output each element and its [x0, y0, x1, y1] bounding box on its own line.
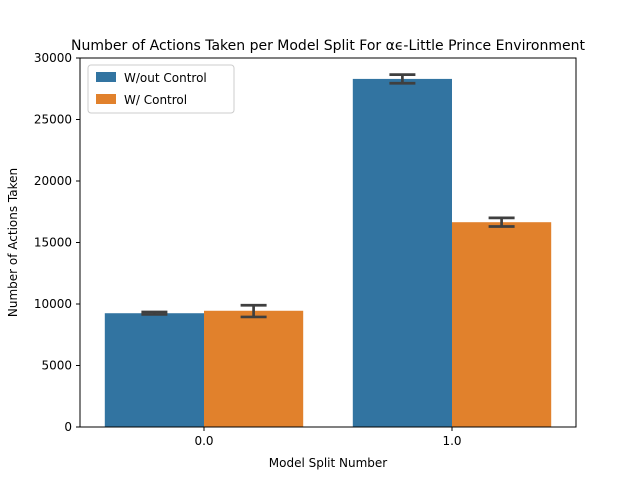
error-bar-0-0 — [141, 310, 168, 316]
x-tick-label: 0.0 — [194, 434, 213, 448]
legend-swatch — [96, 72, 116, 82]
legend-box — [87, 64, 235, 114]
y-tick-label: 25000 — [34, 113, 72, 127]
error-bar-1-0 — [240, 303, 267, 319]
legend-label: W/out Control — [124, 71, 207, 85]
y-tick-label: 20000 — [34, 174, 72, 188]
error-bar-0-1 — [389, 73, 416, 85]
y-tick-label: 30000 — [34, 51, 72, 65]
chart-title: Number of Actions Taken per Model Split … — [71, 38, 585, 54]
legend: W/out Control W/ Control — [87, 64, 235, 114]
y-axis-label: Number of Actions Taken — [6, 168, 20, 317]
bar-w-out-control-0-0 — [104, 313, 204, 427]
bar-w-control-1-0 — [452, 222, 552, 427]
y-tick-label: 10000 — [34, 297, 72, 311]
bar-w-out-control-1-0 — [352, 78, 452, 427]
plot-frame — [79, 57, 577, 428]
x-tick-label: 1.0 — [442, 434, 461, 448]
x-axis-label: Model Split Number — [269, 456, 388, 470]
plot-area: 0.0 1.0 0 5000 10000 15000 20000 25000 30000 — [34, 51, 577, 448]
y-tick-label: 5000 — [41, 359, 72, 373]
error-bar-1-1 — [488, 216, 515, 228]
bar-w-control-0-0 — [204, 310, 304, 427]
y-tick-label: 15000 — [34, 236, 72, 250]
y-tick-label: 0 — [64, 420, 72, 434]
legend-label: W/ Control — [124, 93, 187, 107]
legend-swatch — [96, 94, 116, 104]
